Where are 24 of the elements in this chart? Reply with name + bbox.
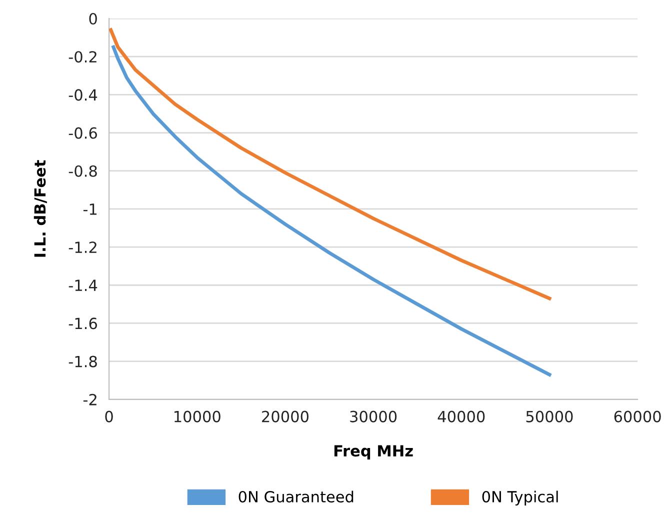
y-tick-label: -1 [83, 204, 97, 215]
y-tick-label: -0.4 [68, 89, 98, 101]
y-tick-label: -1.4 [68, 280, 98, 291]
line-series [112, 45, 552, 376]
legend-label: 0N Guaranteed [238, 490, 354, 503]
x-tick-label: 20000 [262, 410, 308, 422]
y-tick-label: -1.6 [68, 318, 97, 330]
y-tick-label: -1.8 [68, 356, 97, 368]
y-tick-label: -2 [83, 394, 96, 406]
x-tick-label: 50000 [526, 410, 573, 422]
line-series [109, 28, 552, 300]
legend-label: 0N Typical [482, 490, 558, 506]
x-tick-label: 0 [105, 410, 113, 422]
y-axis-title: I.L. dB/Feet [34, 160, 47, 257]
x-tick-label: 60000 [614, 410, 661, 422]
x-tick-label: 40000 [438, 410, 485, 422]
y-tick-label: -0.2 [68, 51, 96, 63]
y-tick-label: 0 [89, 12, 97, 25]
y-tick-label: -0.6 [68, 127, 97, 139]
y-tick-label: -1.2 [68, 242, 96, 253]
x-tick-label: 30000 [350, 410, 397, 422]
y-tick-label: -0.8 [68, 165, 97, 177]
x-tick-label: 10000 [174, 410, 220, 422]
x-axis-title: Freq MHz [334, 445, 413, 460]
